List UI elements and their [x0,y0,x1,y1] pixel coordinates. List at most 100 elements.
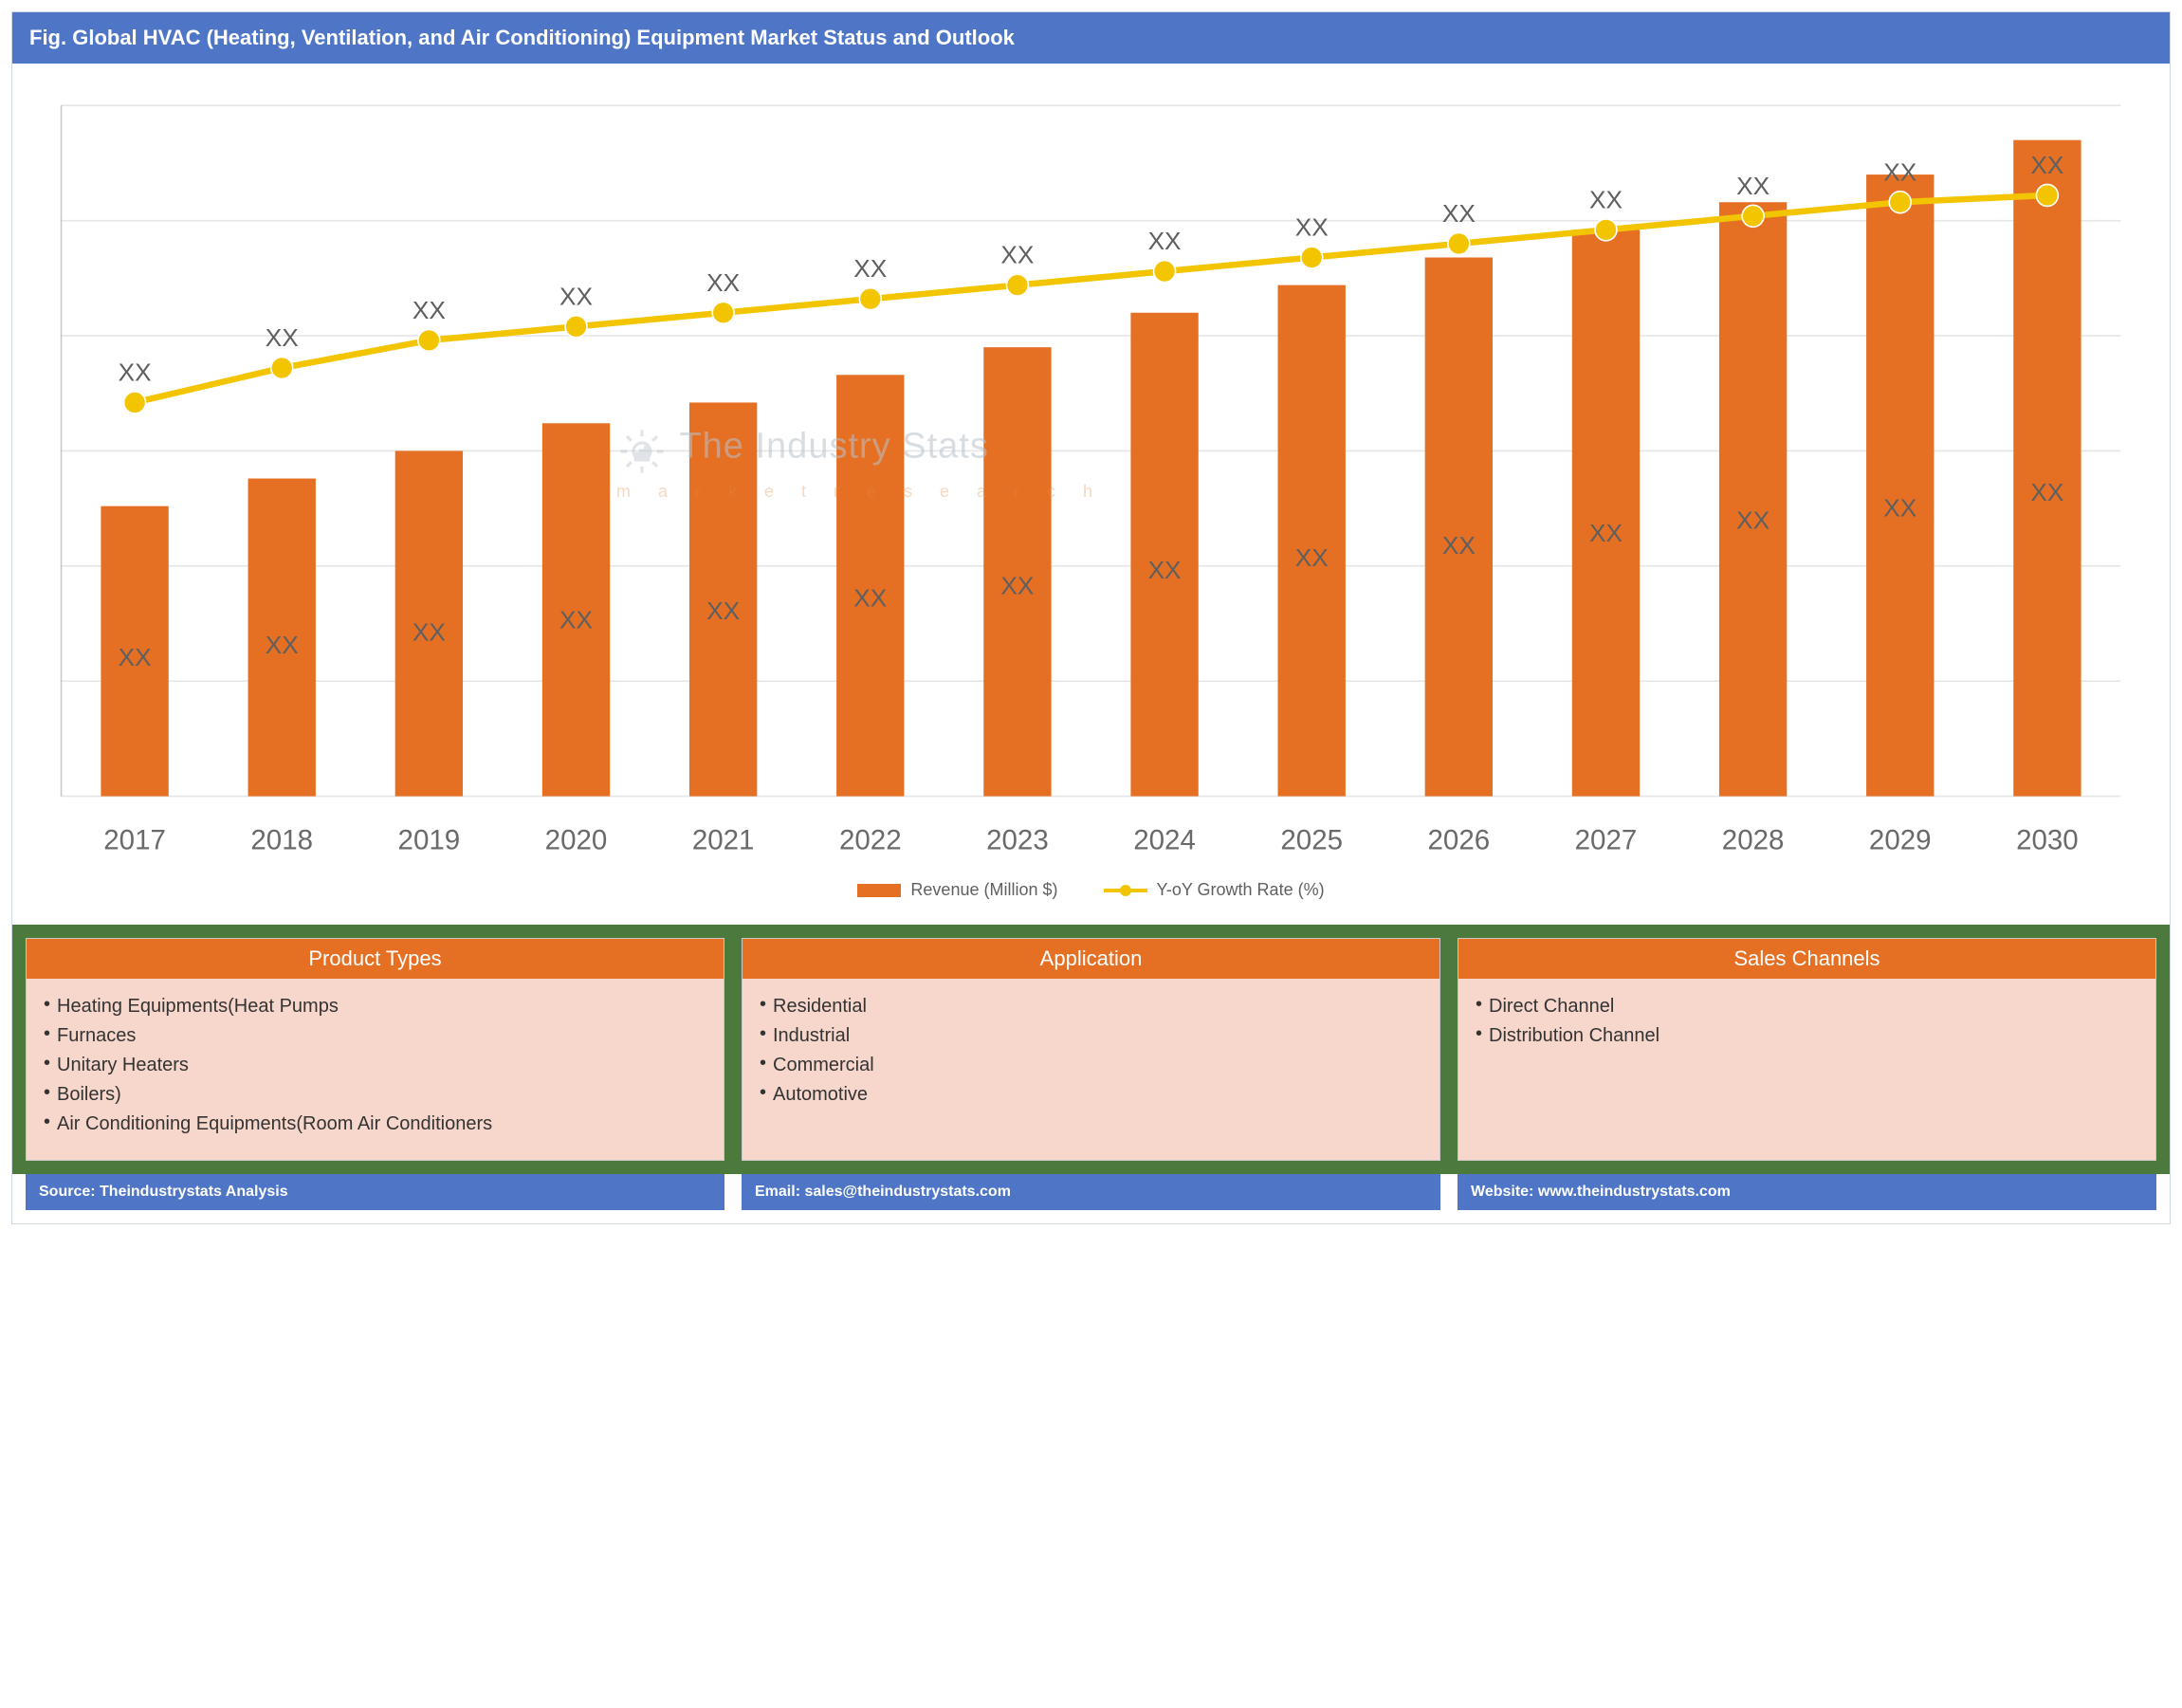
line-value-label: XX [1000,241,1034,269]
legend-swatch-bar [857,884,901,897]
footer-source: Source: Theindustrystats Analysis [26,1174,724,1210]
bar-value-label: XX [1589,519,1623,547]
growth-marker [1448,232,1470,254]
x-axis-label: 2029 [1869,824,1932,855]
category-item: Distribution Channel [1476,1021,2138,1051]
line-value-label: XX [1442,199,1476,228]
category-item: Residential [760,992,1422,1021]
chart-area: XX 2017 XX 2018 XX 2019 XX 2020 XX 2021 XX 2022 XX 20… [12,64,2170,925]
line-value-label: XX [119,358,152,386]
category-header: Sales Channels [1458,939,2155,979]
figure-title-text: Fig. Global HVAC (Heating, Ventilation, … [29,26,1015,49]
growth-marker [859,288,881,310]
category-body: ResidentialIndustrialCommercialAutomotiv… [743,979,1439,1130]
line-value-label: XX [1589,185,1623,213]
bar-value-label: XX [706,597,740,625]
category-item: Heating Equipments(Heat Pumps [44,992,706,1021]
bar-value-label: XX [266,631,299,659]
bar [1866,174,1934,797]
x-axis-label: 2024 [1133,824,1196,855]
growth-marker [712,302,734,323]
x-axis-label: 2028 [1722,824,1785,855]
line-value-label: XX [559,282,593,310]
category-item: Air Conditioning Equipments(Room Air Con… [44,1110,706,1139]
bar [1130,313,1198,797]
category-item: Automotive [760,1080,1422,1110]
chart-svg: XX 2017 XX 2018 XX 2019 XX 2020 XX 2021 XX 2022 XX 20… [33,81,2149,871]
category-card: Sales ChannelsDirect ChannelDistribution… [1458,938,2156,1161]
line-value-label: XX [266,323,299,352]
growth-marker [1154,261,1176,283]
category-item: Furnaces [44,1021,706,1051]
growth-marker [1301,247,1323,268]
x-axis-label: 2023 [986,824,1049,855]
category-card: Product TypesHeating Equipments(Heat Pum… [26,938,724,1161]
category-header: Product Types [27,939,724,979]
growth-marker [1742,205,1764,227]
line-value-label: XX [1883,157,1916,186]
figure-container: Fig. Global HVAC (Heating, Ventilation, … [11,11,2171,1224]
category-body: Heating Equipments(Heat PumpsFurnacesUni… [27,979,724,1160]
bar-value-label: XX [1736,506,1769,535]
x-axis-label: 2027 [1575,824,1638,855]
legend-swatch-line [1104,889,1147,892]
categories-row: Product TypesHeating Equipments(Heat Pum… [12,925,2170,1174]
x-axis-label: 2020 [545,824,608,855]
bar-value-label: XX [1148,556,1182,584]
line-value-label: XX [1295,213,1329,242]
category-item: Industrial [760,1021,1422,1051]
category-body: Direct ChannelDistribution Channel [1458,979,2155,1072]
x-axis-label: 2017 [103,824,166,855]
legend-item-revenue: Revenue (Million $) [857,880,1057,900]
x-axis-label: 2018 [250,824,313,855]
bar-value-label: XX [853,584,887,613]
bar-value-label: XX [1883,494,1916,523]
x-axis-label: 2026 [1428,824,1491,855]
legend-label-revenue: Revenue (Million $) [910,880,1057,900]
bar [1572,230,1640,796]
growth-marker [565,316,587,338]
line-value-label: XX [2030,151,2063,179]
bar-value-label: XX [1000,572,1034,600]
x-axis-label: 2025 [1280,824,1343,855]
bar-value-label: XX [1442,531,1476,560]
growth-marker [2036,184,2058,206]
growth-marker [1595,219,1617,241]
bar-value-label: XX [559,606,593,634]
line-value-label: XX [1736,172,1769,200]
legend-label-growth: Y-oY Growth Rate (%) [1157,880,1325,900]
bar [1278,285,1346,797]
growth-marker [1889,192,1911,213]
growth-marker [124,392,146,413]
bar-value-label: XX [2030,478,2063,506]
footer-website: Website: www.theindustrystats.com [1458,1174,2156,1210]
bar-value-label: XX [1295,543,1329,572]
category-header: Application [743,939,1439,979]
line-value-label: XX [706,268,740,297]
line-value-label: XX [853,254,887,283]
bar [1719,202,1787,796]
category-item: Direct Channel [1476,992,2138,1021]
footer-email: Email: sales@theindustrystats.com [742,1174,1440,1210]
growth-marker [271,358,293,379]
bar [1425,257,1493,796]
chart-legend: Revenue (Million $) Y-oY Growth Rate (%) [33,871,2149,917]
category-item: Boilers) [44,1080,706,1110]
category-card: ApplicationResidentialIndustrialCommerci… [742,938,1440,1161]
line-value-label: XX [1148,227,1182,255]
category-item: Unitary Heaters [44,1051,706,1080]
x-axis-label: 2021 [692,824,755,855]
bar-value-label: XX [413,618,446,647]
figure-title: Fig. Global HVAC (Heating, Ventilation, … [12,12,2170,64]
growth-marker [418,329,440,351]
line-value-label: XX [413,296,446,324]
x-axis-label: 2019 [398,824,461,855]
footer-row: Source: Theindustrystats Analysis Email:… [12,1174,2170,1223]
legend-item-growth: Y-oY Growth Rate (%) [1104,880,1325,900]
x-axis-label: 2030 [2016,824,2079,855]
growth-marker [1006,274,1028,296]
bar-value-label: XX [119,643,152,671]
x-axis-label: 2022 [839,824,902,855]
category-item: Commercial [760,1051,1422,1080]
bar [2013,140,2081,797]
